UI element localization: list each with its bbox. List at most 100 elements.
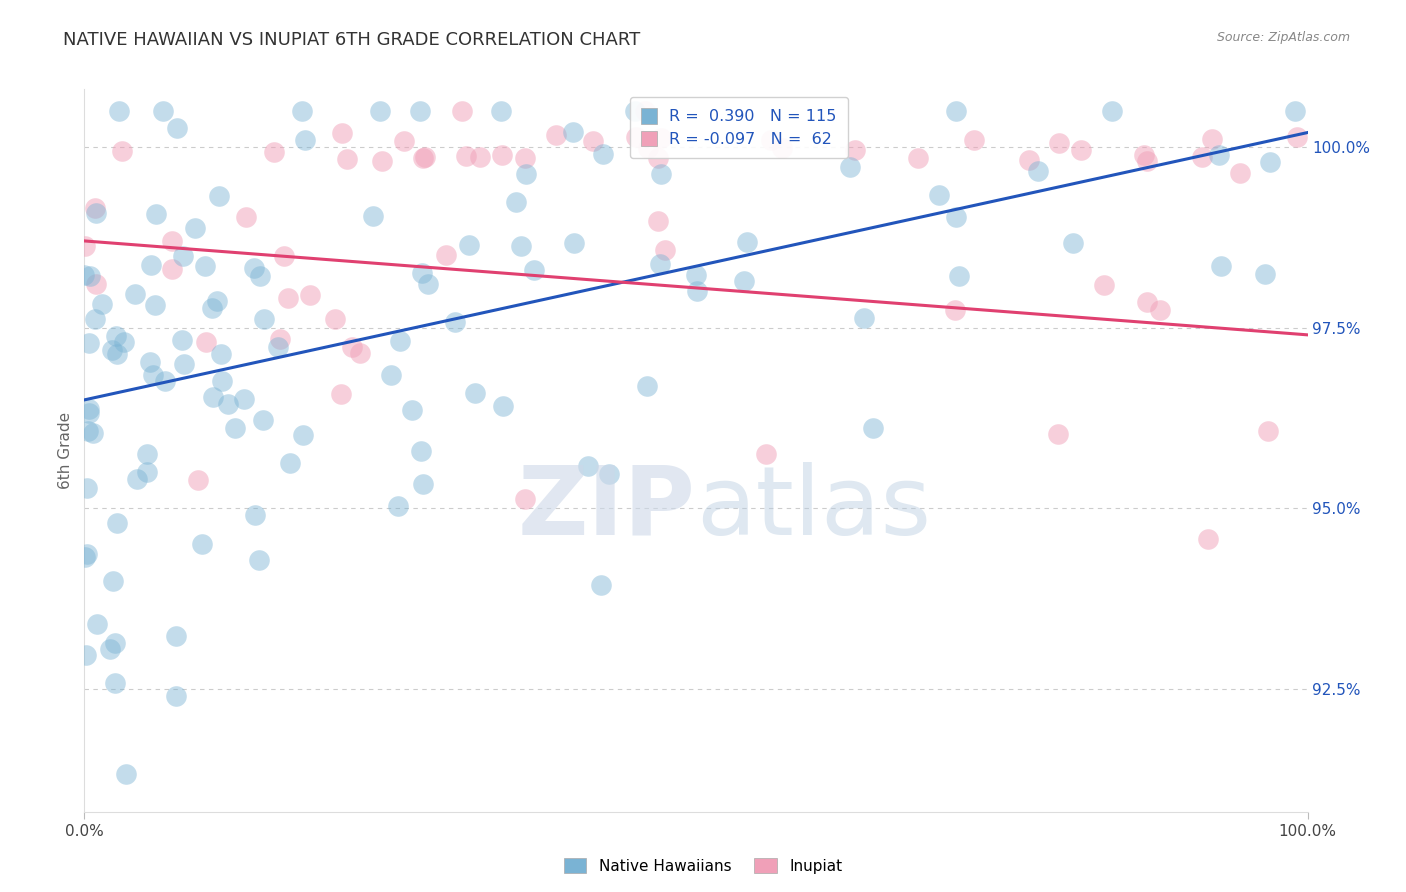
Point (409, 103, 432, 118)
Point (943, 303, 966, 318)
Point (505, 195, 527, 210)
Point (278, 456, 301, 470)
Point (205, 293, 228, 308)
Point (82, 426, 104, 441)
Point (647, 151, 669, 165)
Point (170, 333, 193, 347)
Point (368, 103, 391, 118)
Point (105, 516, 128, 531)
Legend: Native Hawaiians, Inupiat: Native Hawaiians, Inupiat (557, 852, 849, 880)
Point (562, 125, 585, 139)
Point (370, 153, 392, 168)
Point (349, 346, 371, 360)
Point (124, 287, 146, 301)
Point (839, 161, 862, 175)
Point (165, 629, 187, 643)
Point (733, 274, 755, 288)
Point (755, 447, 778, 461)
Point (389, 334, 412, 348)
Point (1092, 278, 1115, 293)
Point (1046, 426, 1069, 441)
Point (330, 126, 353, 140)
Legend: R =  0.390   N = 115, R = -0.097   N =  62: R = 0.390 N = 115, R = -0.097 N = 62 (630, 97, 848, 158)
Point (1257, 424, 1279, 438)
Point (253, 312, 276, 326)
Point (273, 249, 295, 263)
Point (1101, 103, 1123, 118)
Point (412, 477, 434, 491)
Point (135, 447, 157, 461)
Point (637, 141, 659, 155)
Point (84, 201, 107, 215)
Point (233, 392, 256, 406)
Point (636, 379, 658, 393)
Point (457, 238, 479, 252)
Point (73, 268, 96, 282)
Point (90, 296, 112, 310)
Point (267, 340, 290, 354)
Point (492, 400, 515, 414)
Point (928, 188, 950, 202)
Point (1229, 166, 1251, 180)
Point (1026, 163, 1049, 178)
Point (576, 459, 599, 474)
Point (409, 443, 432, 458)
Point (173, 357, 195, 371)
Point (299, 288, 322, 302)
Point (114, 767, 136, 781)
Point (650, 167, 672, 181)
Point (634, 103, 657, 118)
Point (77, 336, 100, 351)
Point (1260, 154, 1282, 169)
Point (654, 243, 676, 257)
Point (73, 239, 96, 253)
Point (111, 144, 134, 158)
Point (1047, 136, 1070, 150)
Point (401, 403, 423, 417)
Point (101, 574, 124, 588)
Text: atlas: atlas (696, 462, 931, 555)
Point (98, 642, 121, 657)
Point (263, 145, 285, 159)
Point (1132, 148, 1154, 162)
Point (623, 103, 645, 118)
Point (515, 167, 537, 181)
Point (647, 214, 669, 228)
Point (184, 220, 207, 235)
Point (187, 474, 209, 488)
Point (491, 148, 513, 162)
Point (243, 261, 266, 276)
Point (194, 260, 217, 274)
Point (513, 151, 536, 165)
Point (201, 390, 224, 404)
Point (1149, 302, 1171, 317)
Point (269, 332, 291, 346)
Point (489, 103, 512, 118)
Point (277, 292, 299, 306)
Point (626, 129, 648, 144)
Point (224, 421, 246, 435)
Point (152, 103, 174, 118)
Point (853, 311, 876, 326)
Point (142, 368, 165, 383)
Text: Source: ZipAtlas.com: Source: ZipAtlas.com (1216, 31, 1350, 45)
Point (145, 207, 167, 221)
Point (139, 354, 162, 368)
Point (450, 103, 472, 118)
Y-axis label: 6th Grade: 6th Grade (58, 412, 73, 489)
Point (1136, 294, 1159, 309)
Point (862, 420, 884, 434)
Point (112, 335, 135, 350)
Point (217, 396, 239, 410)
Point (76, 547, 98, 561)
Point (468, 150, 491, 164)
Point (1018, 153, 1040, 167)
Point (394, 134, 416, 148)
Point (294, 133, 316, 147)
Point (562, 235, 585, 250)
Point (509, 238, 531, 252)
Point (211, 374, 233, 388)
Point (100, 343, 122, 357)
Point (412, 152, 434, 166)
Point (686, 284, 709, 298)
